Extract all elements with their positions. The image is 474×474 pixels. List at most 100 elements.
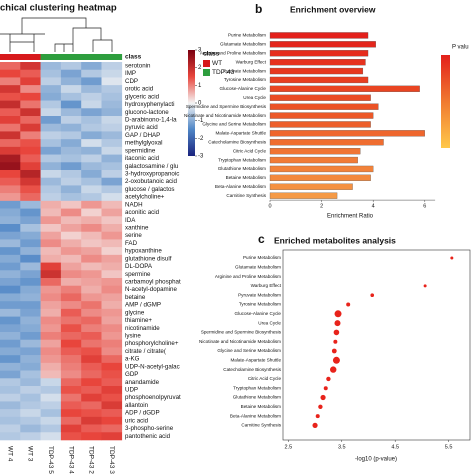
heatmap-cell [20,293,41,302]
heatmap-cell [0,185,21,194]
dendrogram [0,17,113,52]
dot [423,284,427,288]
heatmap-cell [40,62,62,71]
heatmap-cell [0,270,21,279]
heatmap-cell [20,162,41,171]
heatmap-cell [60,378,82,387]
heatmap-cell [101,193,123,202]
heatmap-cell [20,424,41,433]
column-label: TDP-43 4 [67,446,74,474]
y-tick-label: Arginine and Proline Metabolism [200,50,266,55]
heatmap-cell [0,278,21,287]
heatmap-cell [20,224,41,233]
heatmap-cell [60,362,82,371]
heatmap-cell [81,154,102,163]
heatmap-cell [40,231,62,240]
class-bar-cell [60,54,82,60]
heatmap-cell [0,100,21,109]
row-label: N-acetyl-dopamine [125,286,177,293]
y-tick-label: Nicotinate and Nicotinamide Metabolism [199,339,281,344]
heatmap-cell [60,409,82,418]
dot [323,386,328,391]
heatmap-cell [20,154,41,163]
heatmap-cell [81,270,102,279]
heatmap-cell [20,278,41,287]
column-label: TDP-43 2 [88,446,95,474]
heatmap-cell [20,177,41,186]
bar [269,147,361,155]
colorbar-tick-label: -1 [198,118,204,124]
heatmap-cell [60,332,82,341]
legend-title: class [203,51,220,58]
heatmap-cell [20,216,41,225]
row-label: anandamide [125,379,160,386]
heatmap-cell [40,77,62,86]
heatmap-cell [20,62,41,71]
heatmap-cell [0,347,21,356]
class-bar-cell [0,54,21,60]
heatmap-cell [60,386,82,395]
heatmap-cell [20,362,41,371]
row-label: UDP-N-acetyl-galac [125,363,180,370]
row-label: glycine [125,309,145,316]
heatmap-cell [0,332,21,341]
row-label: pantothenic acid [125,433,171,440]
y-tick-label: Tyrosine Metabolism [224,77,266,82]
bar [269,50,369,57]
bar [269,192,338,199]
heatmap-cell [20,123,41,132]
heatmap-cell [0,193,21,202]
heatmap-cell [81,193,102,202]
x-tick-label: 3.5 [338,444,346,450]
heatmap-cell [0,362,21,371]
heatmap-cell [81,347,102,356]
heatmap-cell [60,270,82,279]
row-label: hydroxyphenylacti [125,101,175,108]
heatmap-cell [40,316,62,325]
heatmap-cell [40,108,62,117]
heatmap-cell [40,177,62,186]
x-tick-label: 2.5 [285,444,293,450]
heatmap-cell [60,69,82,78]
y-tick-label: Glucose-Alanine Cycle [235,311,282,316]
row-label: uric acid [125,417,149,424]
heatmap-cell [40,393,62,402]
y-tick-label: Tryptophan Metabolism [233,385,281,390]
y-tick-label: Tyrosine Metabolism [239,302,281,307]
heatmap-cell [81,92,102,101]
heatmap-cell [60,355,82,364]
heatmap-cell [20,92,41,101]
y-tick-label: Catecholamine Biosynthesis [208,139,266,144]
heatmap-cell [81,247,102,256]
heatmap-cell [60,416,82,425]
heatmap-cell [0,177,21,186]
class-bar-cell [101,54,123,60]
heatmap-cell [81,123,102,132]
heatmap-cell [0,293,21,302]
heatmap-cell [81,77,102,86]
colorbar-tick-label: 0 [198,101,202,107]
dot [450,256,454,260]
heatmap-cell [60,193,82,202]
heatmap-cell [20,378,41,387]
heatmap-cell [60,432,82,441]
heatmap-cell [101,139,123,148]
y-tick-label: Betaine Metabolism [226,175,267,180]
dot [312,422,318,428]
bar [269,121,371,128]
colorbar-tick-label: 3 [198,48,202,54]
heatmap-cell [81,116,102,125]
column-label: WT 4 [6,446,13,462]
row-label: serotonin [125,62,151,69]
heatmap-cell [60,146,82,155]
heatmap-cell [40,85,62,94]
heatmap-cell [60,200,82,209]
y-tick-label: Glycine and Serine Metabolism [217,348,281,353]
row-label: acetylcholine+ [125,194,165,201]
heatmap-cell [0,85,21,94]
heatmap-cell [20,254,41,263]
dot [346,302,351,307]
heatmap-cell [40,308,62,317]
heatmap-cell [101,416,123,425]
heatmap-cell [60,154,82,163]
